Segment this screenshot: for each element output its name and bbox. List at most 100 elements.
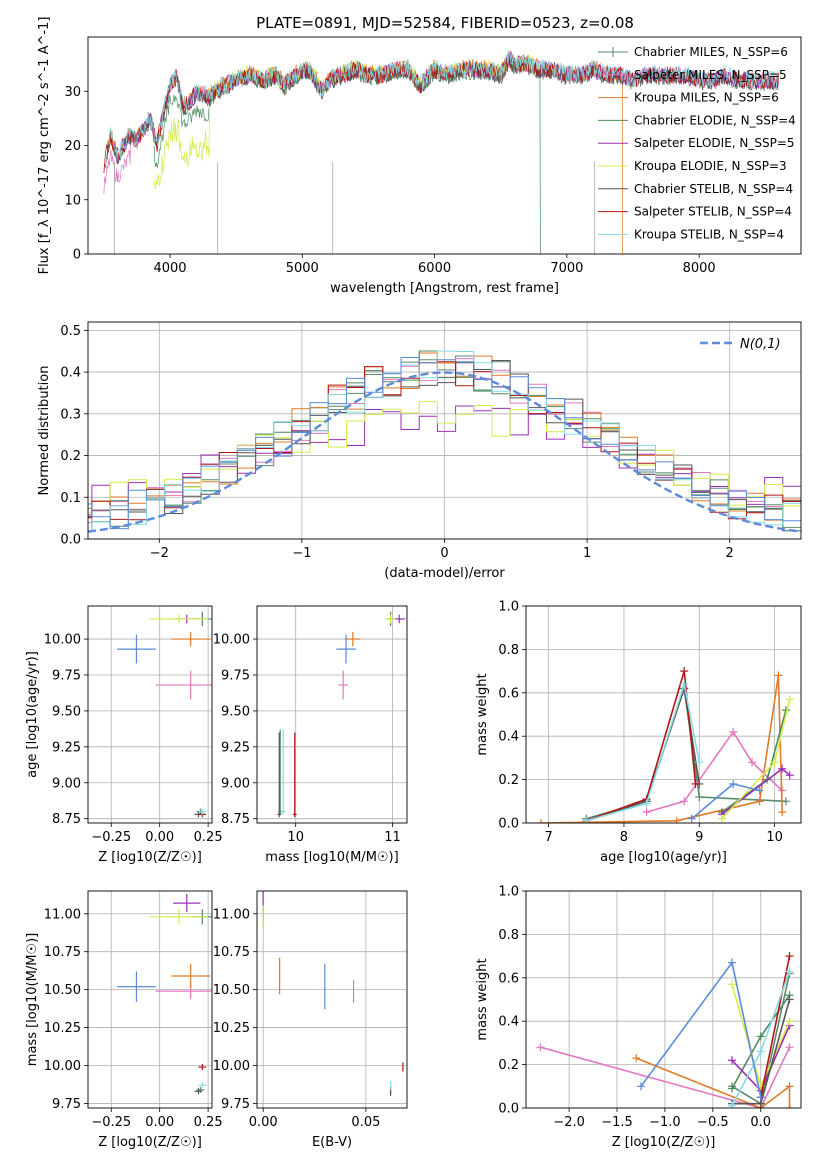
y-tick-label: 8.75 [221,812,250,827]
x-tick-label: 2 [726,546,734,561]
y-tick-label: 0.2 [60,449,81,464]
x-tick-label: 0.05 [351,1115,380,1130]
weight-line [635,1057,791,1108]
x-tick-label: 5000 [286,261,319,276]
legend-entry: Salpeter MILES, N_SSP=5 [634,68,787,82]
weight-line [760,955,791,1098]
legend-entry: Salpeter ELODIE, N_SSP=5 [634,136,795,150]
y-axis-label: mass weight [475,673,490,755]
y-tick-label: 9.75 [52,1097,81,1112]
x-tick-label: 4000 [153,261,186,276]
legend-entry: Chabrier STELIB, N_SSP=4 [634,182,793,196]
y-tick-label: 30 [64,85,81,100]
y-tick-label: 1.0 [498,600,519,615]
x-tick-label: −0.25 [91,1115,131,1130]
spectrum-line [108,51,779,159]
x-tick-label: 9 [695,830,703,845]
age_vs_Z-panel: −0.25 0.00 0.25 8.75 9.00 9.25 9.50 9.75 10.00 Z … [25,605,223,865]
x-tick-label: 10 [766,830,783,845]
x-tick-label: −0.5 [697,1115,729,1130]
legend-entry: Kroupa STELIB, N_SSP=4 [634,227,784,241]
x-tick-label: 0.00 [145,830,174,845]
weight-line [721,709,787,813]
x-tick-label: 0 [440,546,448,561]
spectrum-line [153,52,541,190]
y-tick-label: 1.0 [498,885,519,900]
y-axis-label: age [log10(age/yr)] [25,651,40,778]
y-tick-label: 9.75 [221,1097,250,1112]
x-tick-label: 7000 [550,261,583,276]
y-tick-label: 10.75 [44,945,81,960]
mass_vs_Z-marks [117,894,212,1095]
x-tick-label: −1 [292,546,311,561]
y-tick-label: 0.5 [60,324,81,339]
x-tick-label: −1.5 [601,1115,633,1130]
weight_vs_age-panel: 7 8 9 10 0.0 0.2 0.4 0.6 0.8 1.0 age [log10(age/yr… [475,600,802,865]
plot-frame [87,605,213,824]
y-tick-label: 10.50 [44,983,81,998]
y-tick-label: 10.00 [213,633,250,648]
x-tick-label: 0.25 [194,1115,223,1130]
y-tick-label: 9.50 [52,704,81,719]
x-tick-label: 0.25 [194,830,223,845]
y-tick-label: 9.00 [221,776,250,791]
plot-frame [87,890,213,1109]
x-axis-label: Z [log10(Z/Z☉)] [98,1135,202,1150]
x-tick-label: 0.00 [249,1115,278,1130]
y-tick-label: 0.8 [498,643,519,658]
x-axis-label: (data-model)/error [384,566,505,581]
x-axis-label: age [log10(age/yr)] [600,850,727,865]
y-tick-label: 0.1 [60,491,81,506]
weight_vs_Z-panel: −2.0 −1.5 −1.0 −0.5 0.0 0.0 0.2 0.4 0.6 0.8 1.0 Z [… [475,885,802,1150]
weight-line [540,1046,791,1108]
residual-step [88,357,801,530]
x-tick-label: 8 [620,830,628,845]
y-tick-label: 0.4 [60,366,81,381]
y-tick-label: 11.00 [213,907,250,922]
y-tick-label: 9.00 [52,776,81,791]
mass_vs_ebv-marks [262,891,404,1096]
x-tick-label: 0.00 [145,1115,174,1130]
plot-frame [256,605,408,824]
y-tick-label: 0.4 [498,730,519,745]
y-tick-label: 0.0 [60,533,81,548]
y-tick-label: 0.2 [498,773,519,788]
weight_vs_Z-marks [536,952,794,1108]
y-tick-label: 0 [73,248,81,263]
figure-title: PLATE=0891, MJD=52584, FIBERID=0523, z=0… [256,14,634,32]
x-tick-label: 6000 [418,261,451,276]
y-tick-label: 0.8 [498,928,519,943]
residual-step [88,350,801,532]
normal-curve [88,371,801,533]
y-tick-label: 10.00 [44,1059,81,1074]
y-axis-label: mass [log10(M/M☉)] [25,933,40,1066]
legend-entry: Chabrier MILES, N_SSP=6 [634,45,788,59]
plot-frame [87,36,802,255]
y-axis-label: mass weight [475,958,490,1040]
x-tick-label: −0.25 [91,830,131,845]
x-tick-label: 8000 [683,261,716,276]
x-tick-label: 11 [384,830,401,845]
y-tick-label: 8.75 [52,812,81,827]
x-tick-label: 10 [287,830,304,845]
mass_vs_Z-panel: −0.25 0.00 0.25 9.75 10.00 10.25 10.50 10.75 11.… [25,890,223,1150]
y-tick-label: 9.75 [221,668,250,683]
y-tick-label: 10.25 [44,1021,81,1036]
x-axis-label: mass [log10(M/M☉)] [265,850,398,865]
spectrum-panel: 4000 5000 6000 7000 8000 0 10 20 30 wavelength [A… [37,17,802,296]
y-tick-label: 0.0 [498,817,519,832]
mass_vs_ebv-panel: 0.00 0.05 9.75 10.00 10.25 10.50 10.75 11.00 E(B… [213,890,408,1150]
y-tick-label: 9.50 [221,704,250,719]
x-axis-label: wavelength [Angstrom, rest frame] [330,281,559,296]
y-axis-label: Flux [f_λ 10^-17 erg cm^-2 s^-1 A^-1] [37,17,52,275]
x-axis-label: Z [log10(Z/Z☉)] [98,850,202,865]
spectrum-line [106,50,623,254]
legend-entry: N(0,1) [740,337,781,352]
y-tick-label: 10.50 [213,983,250,998]
y-tick-label: 9.25 [221,740,250,755]
y-axis-label: Normed distribution [37,366,52,496]
y-tick-label: 0.0 [498,1102,519,1117]
legend-entry: Salpeter STELIB, N_SSP=4 [634,205,792,219]
plot-frame [525,890,802,1109]
